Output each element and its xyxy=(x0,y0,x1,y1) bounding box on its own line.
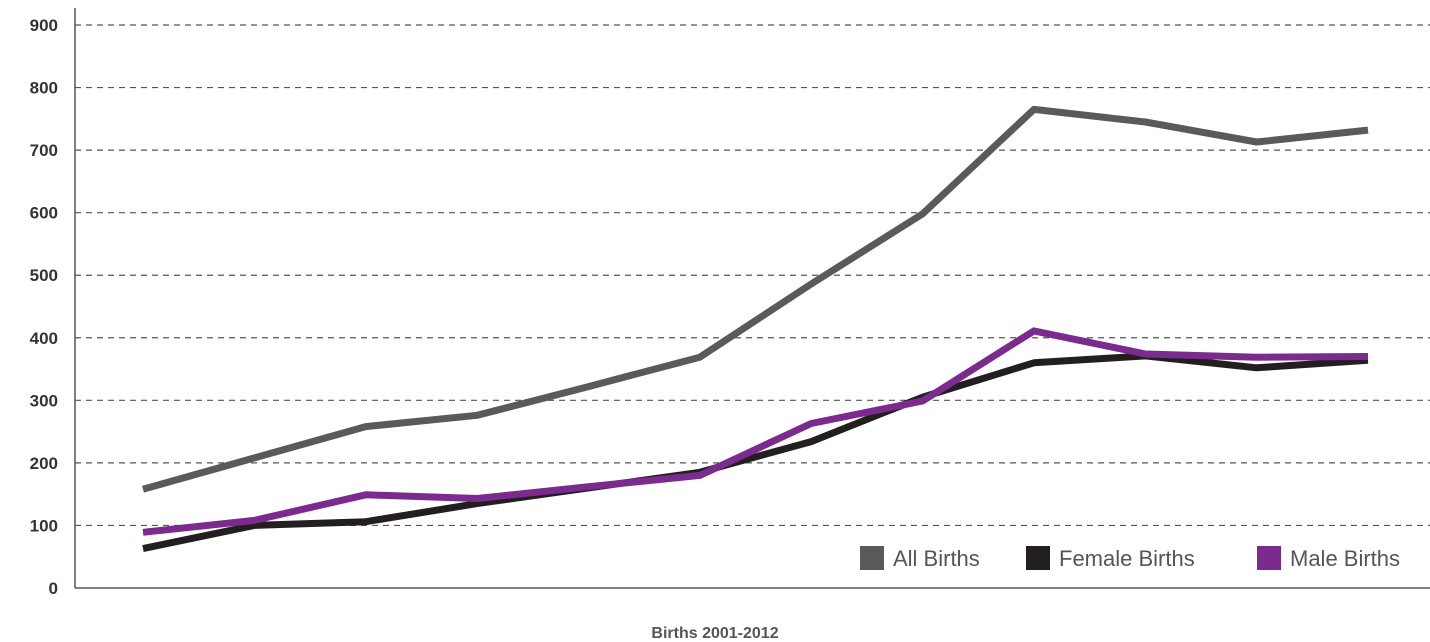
legend: All Births Female Births Male Births xyxy=(860,546,1400,571)
legend-swatch-male-births xyxy=(1257,546,1281,570)
y-tick-label: 500 xyxy=(30,266,58,285)
y-tick-label: 600 xyxy=(30,204,58,223)
y-tick-label: 0 xyxy=(49,579,58,598)
legend-swatch-all-births xyxy=(860,546,884,570)
legend-swatch-female-births xyxy=(1026,546,1050,570)
series-line-male-births xyxy=(142,327,1369,536)
series-lines xyxy=(142,105,1369,553)
series-line-all-births xyxy=(142,105,1369,493)
y-tick-label: 200 xyxy=(30,454,58,473)
y-tick-label: 700 xyxy=(30,141,58,160)
legend-label-female-births: Female Births xyxy=(1059,546,1195,571)
y-tick-label: 400 xyxy=(30,329,58,348)
y-tick-label: 800 xyxy=(30,79,58,98)
y-axis-ticks: 0 100 200 300 400 500 600 700 800 900 xyxy=(30,16,58,598)
y-tick-label: 300 xyxy=(30,391,58,410)
x-axis-title: Births 2001-2012 xyxy=(651,625,778,642)
y-tick-label: 100 xyxy=(30,516,58,535)
legend-label-male-births: Male Births xyxy=(1290,546,1400,571)
legend-label-all-births: All Births xyxy=(893,546,980,571)
y-tick-label: 900 xyxy=(30,16,58,35)
